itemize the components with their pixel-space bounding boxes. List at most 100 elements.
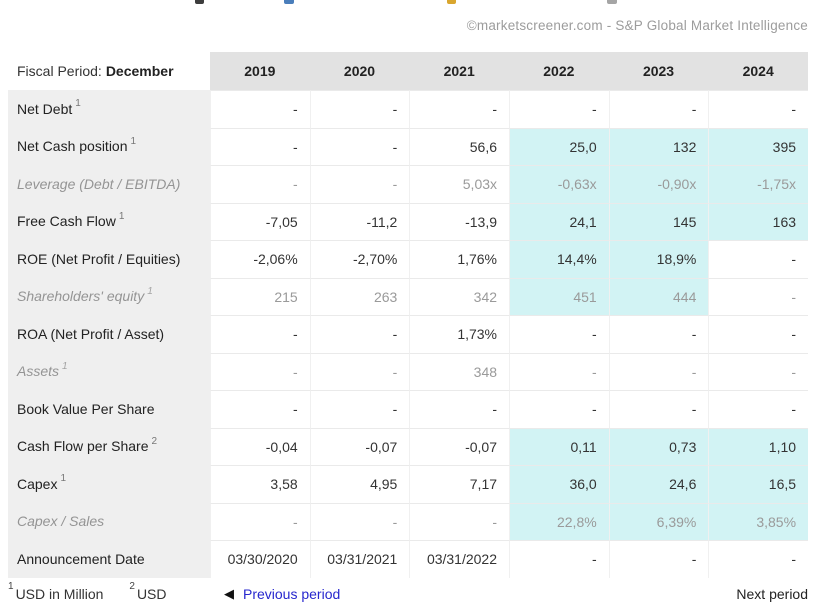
cell-2021: 342 bbox=[409, 277, 510, 315]
table-row: Net Debt 1- - - - - - bbox=[8, 90, 809, 128]
cell-2024: - bbox=[708, 277, 809, 315]
table-row: Cash Flow per Share 2 -0,04 -0,07 -0,07 0,11 0… bbox=[8, 427, 809, 465]
row-label-text: ROE (Net Profit / Equities) bbox=[17, 250, 181, 267]
cell-2023: 145 bbox=[608, 202, 709, 240]
cell-2021: 1,76% bbox=[409, 240, 510, 278]
cell-2024: 3,85% bbox=[708, 502, 809, 540]
cell-2020: - bbox=[309, 390, 410, 428]
year-column-header-2023: 2023 bbox=[608, 52, 709, 90]
cell-2020: 4,95 bbox=[309, 465, 410, 503]
row-label: Book Value Per Share bbox=[8, 390, 210, 428]
year-column-header-2021: 2021 bbox=[409, 52, 510, 90]
footnote-marker: 1 bbox=[60, 473, 67, 485]
footnote-marker: 1 bbox=[62, 360, 68, 372]
legend-fragment-gray bbox=[607, 0, 617, 4]
cell-2020: 03/31/2021 bbox=[309, 540, 410, 578]
cell-2024: 395 bbox=[708, 127, 809, 165]
table-row: Capex 1 3,58 4,95 7,17 36,0 24,6 16,5 bbox=[8, 465, 809, 503]
cell-2021: 7,17 bbox=[409, 465, 510, 503]
footnote-2-text: USD bbox=[136, 586, 167, 603]
cell-2023: 0,73 bbox=[608, 427, 709, 465]
cell-2021: -0,07 bbox=[409, 427, 510, 465]
cell-2019: - bbox=[210, 165, 310, 203]
cell-2022: - bbox=[509, 540, 609, 578]
table-row: Book Value Per Share - - - - - - bbox=[8, 390, 809, 428]
table-row: Capex / Sales - - -22,8% 6,39% 3,85% bbox=[8, 502, 809, 540]
cell-2020: - bbox=[309, 502, 410, 540]
cell-2019: 3,58 bbox=[210, 465, 310, 503]
financials-table: Fiscal Period: December 2019 2020 2021 2022… bbox=[8, 52, 809, 578]
cell-2024: 16,5 bbox=[708, 465, 809, 503]
table-row: Free Cash Flow 1 -7,05 -11,2 -13,9 24,1 145 163 bbox=[8, 202, 809, 240]
footnote-1-marker: 1 bbox=[8, 580, 14, 592]
cell-2023: 24,6 bbox=[608, 465, 709, 503]
row-label: Assets 1 bbox=[8, 352, 210, 390]
table-footer: 1USD in Million 2USD ◀ Previous period N… bbox=[8, 580, 808, 608]
table-row: ROE (Net Profit / Equities) -2,06% -2,70% 1… bbox=[8, 240, 809, 278]
cell-2022: 14,4% bbox=[509, 240, 609, 278]
cell-2019: -2,06% bbox=[210, 240, 310, 278]
cell-2019: - bbox=[210, 390, 310, 428]
fiscal-period-month: December bbox=[105, 63, 174, 79]
row-label: Cash Flow per Share 2 bbox=[8, 427, 210, 465]
row-label-text: Capex / Sales bbox=[17, 513, 105, 530]
cell-2023: 6,39% bbox=[608, 502, 709, 540]
cell-2022: 25,0 bbox=[509, 127, 609, 165]
table-row: Leverage (Debt / EBITDA) - -5,03x -0,63x -0,… bbox=[8, 165, 809, 203]
cell-2022: - bbox=[509, 352, 609, 390]
cell-2023: 18,9% bbox=[608, 240, 709, 278]
footnotes: 1USD in Million 2USD bbox=[8, 581, 167, 603]
cell-2021: - bbox=[409, 390, 510, 428]
cell-2023: 132 bbox=[608, 127, 709, 165]
cell-2020: -2,70% bbox=[309, 240, 410, 278]
cell-2019: - bbox=[210, 502, 310, 540]
row-label-text: Free Cash Flow bbox=[17, 213, 116, 230]
cell-2024: - bbox=[708, 352, 809, 390]
cell-2022: - bbox=[509, 390, 609, 428]
year-column-header-2024: 2024 bbox=[708, 52, 809, 90]
footnote-marker: 2 bbox=[151, 435, 158, 447]
cell-2023: -0,90x bbox=[608, 165, 709, 203]
cell-2020: - bbox=[309, 127, 410, 165]
cell-2024: - bbox=[708, 540, 809, 578]
row-label: Announcement Date bbox=[8, 540, 210, 578]
footnote-marker: 1 bbox=[75, 98, 81, 110]
previous-period-link[interactable]: ◀ Previous period bbox=[224, 586, 340, 602]
table-body: Net Debt 1- - - - - - Net Cash position 1- -56,6 2… bbox=[8, 90, 809, 578]
row-label: Net Cash position 1 bbox=[8, 127, 210, 165]
legend-fragment-blue bbox=[284, 0, 294, 4]
cell-2021: - bbox=[409, 502, 510, 540]
cell-2021: 56,6 bbox=[409, 127, 510, 165]
row-label-text: Shareholders' equity bbox=[17, 288, 145, 305]
fiscal-period-header: Fiscal Period: December bbox=[8, 52, 210, 90]
row-label: ROA (Net Profit / Asset) bbox=[8, 315, 210, 353]
table-row: Assets 1- -348- - - bbox=[8, 352, 809, 390]
footnote-1-text: USD in Million bbox=[15, 586, 104, 603]
cell-2022: 0,11 bbox=[509, 427, 609, 465]
cell-2022: 36,0 bbox=[509, 465, 609, 503]
cell-2024: - bbox=[708, 90, 809, 128]
row-label-text: Leverage (Debt / EBITDA) bbox=[17, 175, 181, 192]
legend-fragment-yellow bbox=[447, 0, 456, 4]
legend-fragment-dark bbox=[195, 0, 204, 4]
footnote-2-marker: 2 bbox=[129, 580, 135, 592]
cell-2024: - bbox=[708, 390, 809, 428]
cell-2022: - bbox=[509, 90, 609, 128]
copyright-attribution: ©marketscreener.com - S&P Global Market … bbox=[466, 18, 808, 33]
cell-2019: -0,04 bbox=[210, 427, 310, 465]
year-column-header-2022: 2022 bbox=[509, 52, 609, 90]
next-period-link[interactable]: Next period bbox=[736, 586, 808, 602]
row-label: Capex / Sales bbox=[8, 502, 210, 540]
cell-2024: 1,10 bbox=[708, 427, 809, 465]
row-label: Capex 1 bbox=[8, 465, 210, 503]
year-column-header-2019: 2019 bbox=[210, 52, 310, 90]
row-label-text: Cash Flow per Share bbox=[17, 438, 149, 455]
row-label-text: Assets bbox=[17, 363, 60, 380]
cell-2022: - bbox=[509, 315, 609, 353]
previous-arrow-icon: ◀ bbox=[224, 586, 234, 601]
footnote-marker: 1 bbox=[147, 285, 153, 297]
cell-2024: 163 bbox=[708, 202, 809, 240]
table-header-row: Fiscal Period: December 2019 2020 2021 2022… bbox=[8, 52, 809, 90]
row-label: Shareholders' equity 1 bbox=[8, 277, 210, 315]
cell-2020: 263 bbox=[309, 277, 410, 315]
